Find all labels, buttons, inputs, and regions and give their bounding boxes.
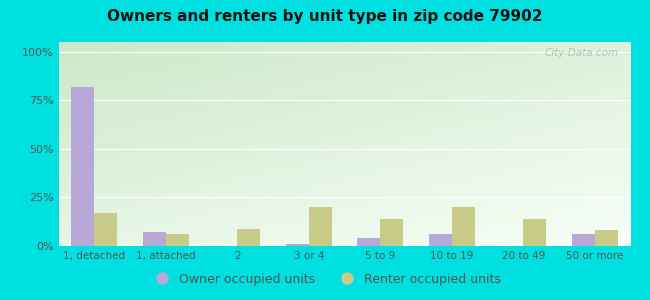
Bar: [237, 229, 260, 246]
Bar: [286, 244, 309, 246]
Bar: [143, 232, 166, 246]
Bar: [309, 207, 332, 246]
Bar: [572, 234, 595, 246]
Bar: [523, 219, 546, 246]
Bar: [72, 87, 94, 246]
Text: Owners and renters by unit type in zip code 79902: Owners and renters by unit type in zip c…: [107, 9, 543, 24]
Bar: [380, 219, 403, 246]
Bar: [429, 234, 452, 246]
Bar: [94, 213, 117, 246]
Bar: [595, 230, 618, 246]
Bar: [358, 238, 380, 246]
Text: City-Data.com: City-Data.com: [545, 48, 619, 58]
Bar: [452, 207, 474, 246]
Bar: [166, 234, 188, 246]
Legend: Owner occupied units, Renter occupied units: Owner occupied units, Renter occupied un…: [144, 268, 506, 291]
